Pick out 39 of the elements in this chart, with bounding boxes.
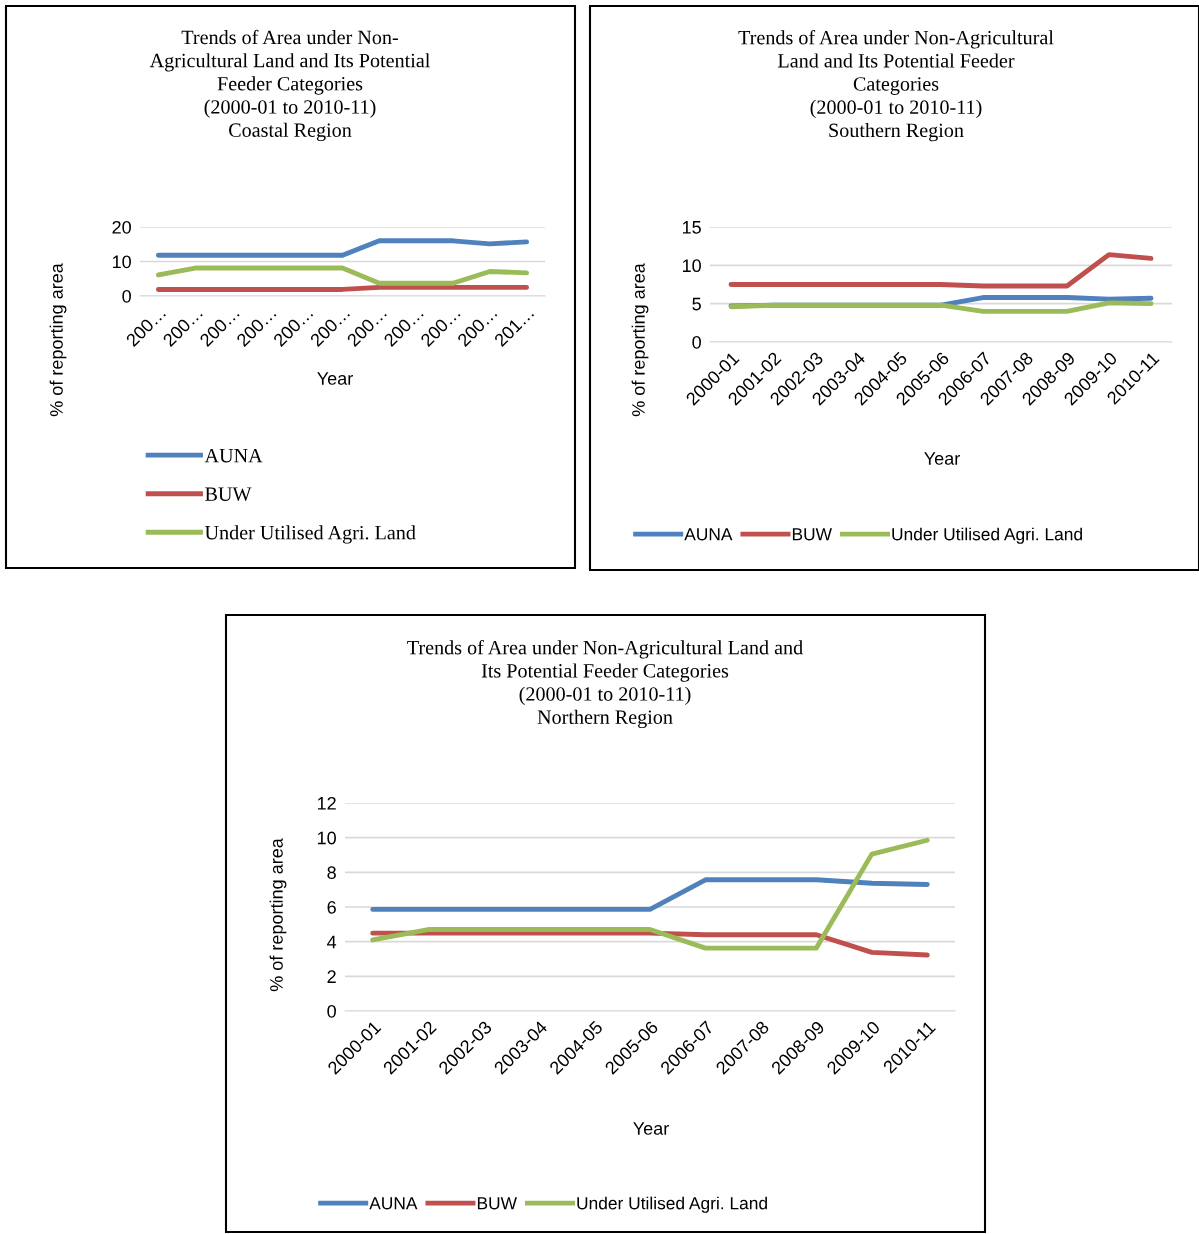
y-tick-label: 20 bbox=[112, 220, 131, 234]
legend-label: AUNA bbox=[369, 1197, 418, 1210]
line-series bbox=[728, 252, 1154, 289]
y-tick-label: 2 bbox=[327, 970, 336, 983]
line-series bbox=[370, 837, 930, 951]
y-tick-label: 10 bbox=[112, 255, 131, 269]
line-series bbox=[370, 930, 930, 958]
legend-label: Under Utilised Agri. Land bbox=[204, 525, 416, 544]
chart-title: Trends of Area under Non-Agricultural Land and Its Potential Feeder Categories (2000-01 to 2010-11) Northern Region bbox=[407, 640, 803, 729]
y-axis-title: % of reporting area bbox=[49, 263, 67, 417]
y-axis-title: % of reporting area bbox=[631, 263, 649, 417]
legend-label: BUW bbox=[792, 528, 832, 541]
y-tick-label: 6 bbox=[327, 900, 336, 914]
x-axis-title: Year bbox=[317, 372, 353, 385]
legend-label: AUNA bbox=[684, 528, 733, 541]
legend-label: BUW bbox=[477, 1197, 517, 1210]
y-tick-label: 0 bbox=[327, 1004, 336, 1018]
y-tick-label: 0 bbox=[692, 335, 701, 349]
x-axis-title: Year bbox=[924, 452, 960, 465]
legend-label: BUW bbox=[205, 487, 252, 502]
y-tick-label: 12 bbox=[317, 796, 336, 810]
legend-label: AUNA bbox=[204, 448, 263, 463]
y-tick-label: 15 bbox=[682, 221, 701, 234]
line-series bbox=[155, 265, 530, 286]
line-series bbox=[728, 300, 1154, 314]
y-tick-label: 0 bbox=[122, 289, 131, 303]
chart-title: Trends of Area under Non- Agricultural Land and Its Potential Feeder Categories (2000-01 to 2010-11) Coastal Region bbox=[149, 29, 430, 142]
y-tick-label: 4 bbox=[327, 935, 337, 949]
x-axis-title: Year bbox=[633, 1122, 669, 1135]
legend-label: Under Utilised Agri. Land bbox=[892, 527, 1082, 544]
y-tick-label: 10 bbox=[682, 259, 701, 273]
line-series bbox=[370, 877, 930, 912]
y-tick-label: 10 bbox=[317, 831, 336, 845]
chart-title: Trends of Area under Non-Agricultural Land and Its Potential Feeder Categories (2000-01 to 2010-11) Southern Region bbox=[738, 30, 1054, 142]
line-series bbox=[155, 238, 530, 258]
y-tick-label: 5 bbox=[692, 297, 701, 311]
y-axis-title: % of reporting area bbox=[269, 838, 287, 992]
y-tick-label: 8 bbox=[327, 866, 336, 880]
legend-label: Under Utilised Agri. Land bbox=[577, 1196, 767, 1213]
